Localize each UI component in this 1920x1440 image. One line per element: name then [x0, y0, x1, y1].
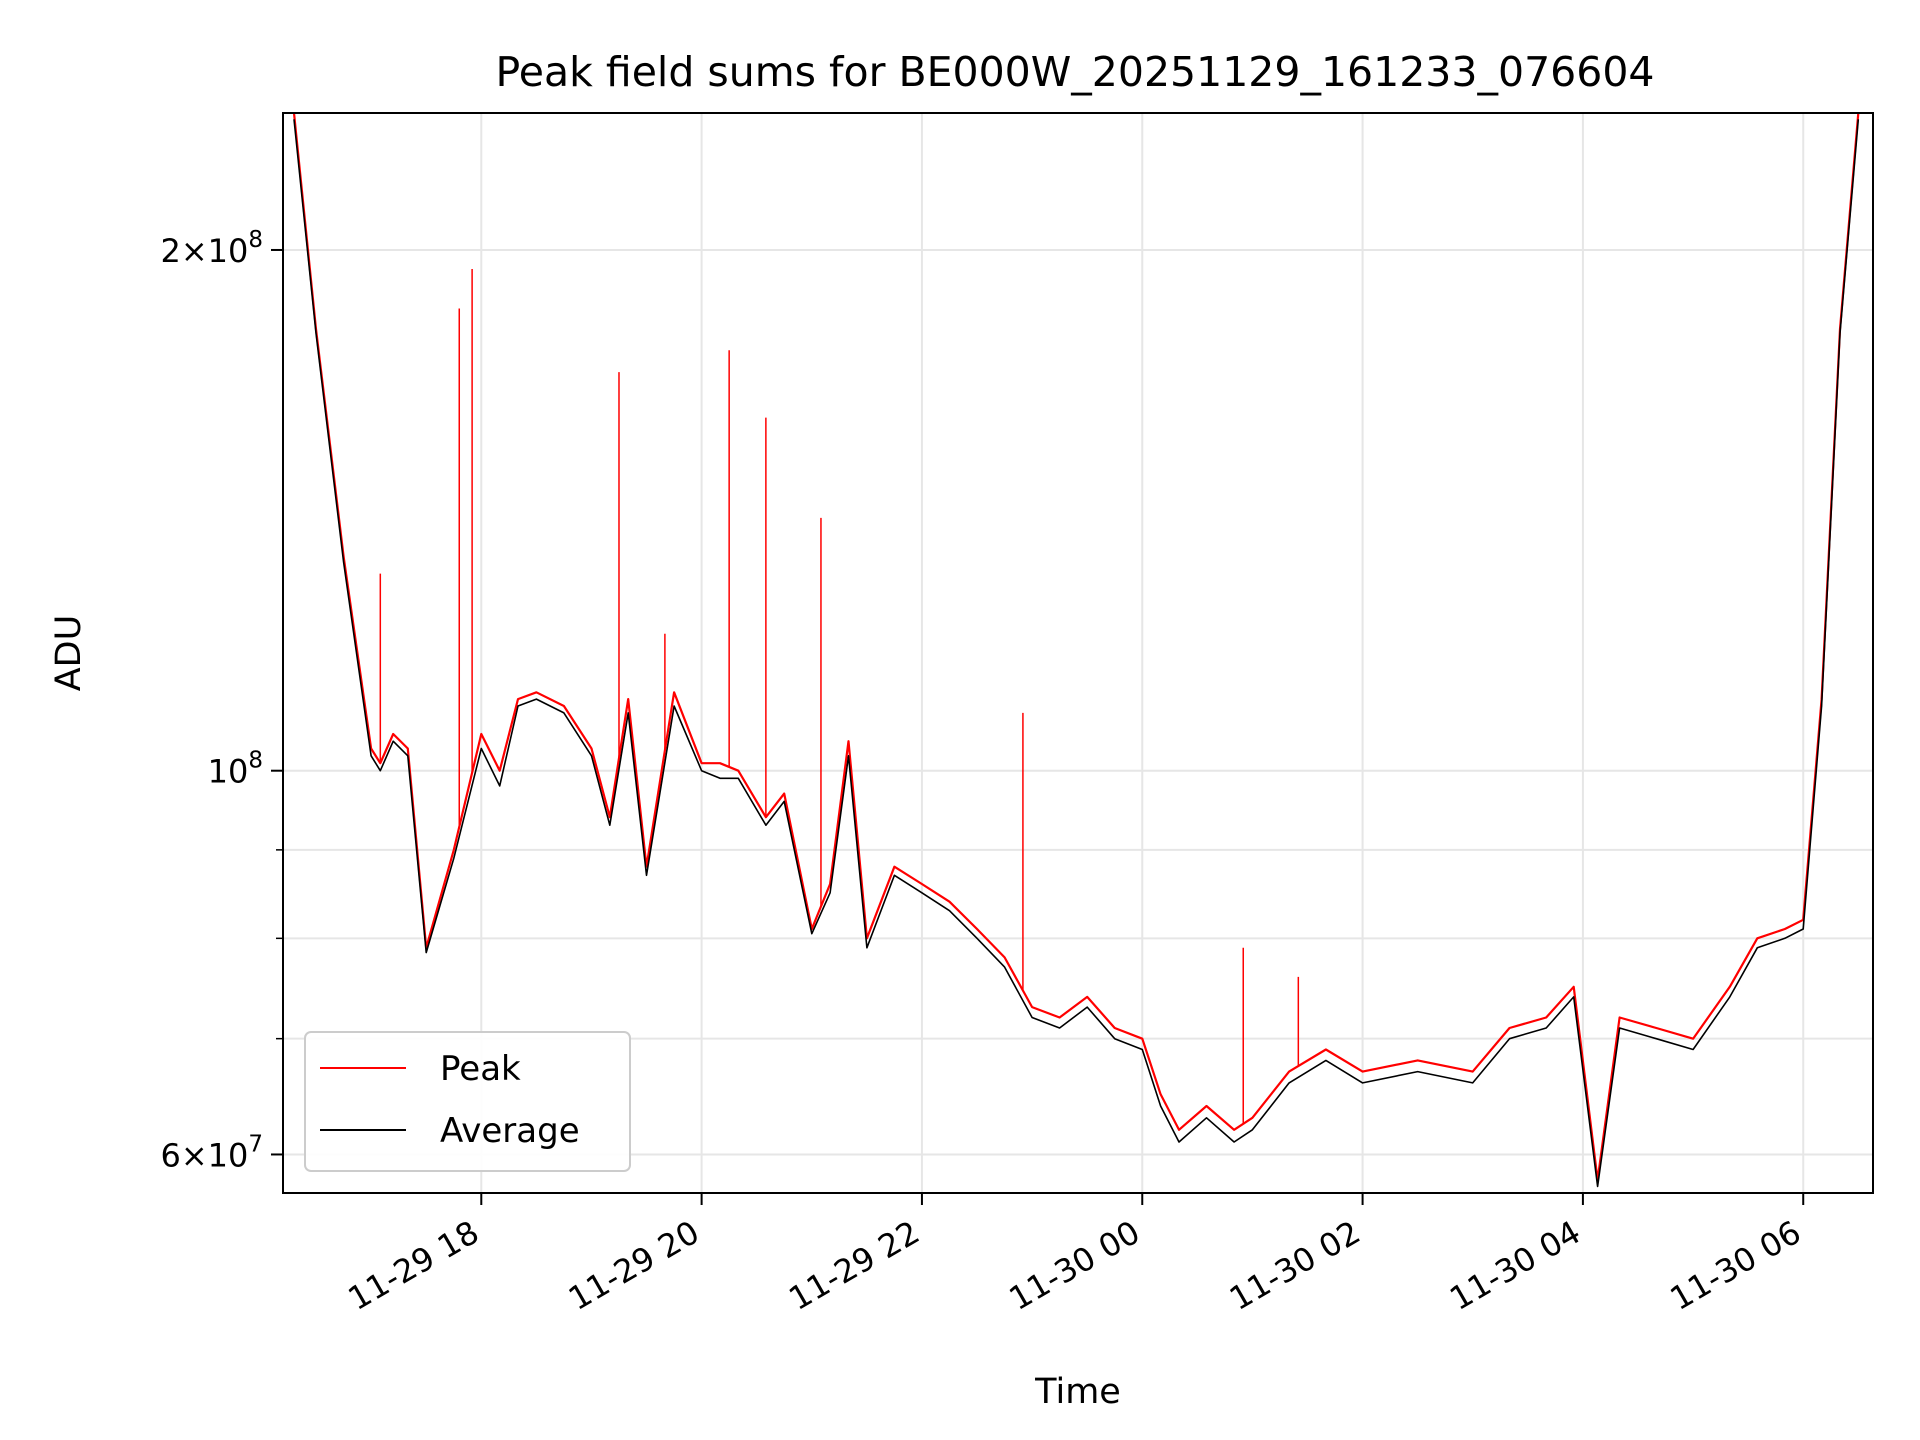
y-tick-mantissa: 10 — [208, 753, 249, 791]
y-tick-exponent: 7 — [248, 1131, 263, 1157]
peak-spikes — [379, 268, 1300, 1124]
y-axis-label: ADU — [49, 615, 89, 692]
plot-area-frame — [282, 112, 1874, 1194]
chart-title: Peak field sums for BE000W_20251129_1612… — [495, 48, 1654, 96]
series-line-average — [293, 119, 1860, 1188]
legend-label-peak: Peak — [440, 1049, 521, 1089]
legend: Peak Average — [304, 1031, 631, 1172]
series-lines — [292, 113, 1860, 1188]
y-tick-exponent: 8 — [248, 748, 263, 774]
y-tick-label: 2×108 — [160, 227, 263, 270]
legend-label-average: Average — [440, 1111, 580, 1151]
series-line-peak — [292, 113, 1860, 1182]
y-tick-label: 6×107 — [160, 1131, 263, 1174]
y-tick-label: 108 — [208, 748, 263, 791]
legend-box — [304, 1031, 631, 1172]
y-tick-mantissa: 2×10 — [160, 232, 248, 270]
y-tick-exponent: 8 — [248, 227, 263, 253]
x-axis-label: Time — [1034, 1372, 1121, 1412]
y-tick-mantissa: 6×10 — [160, 1136, 248, 1174]
